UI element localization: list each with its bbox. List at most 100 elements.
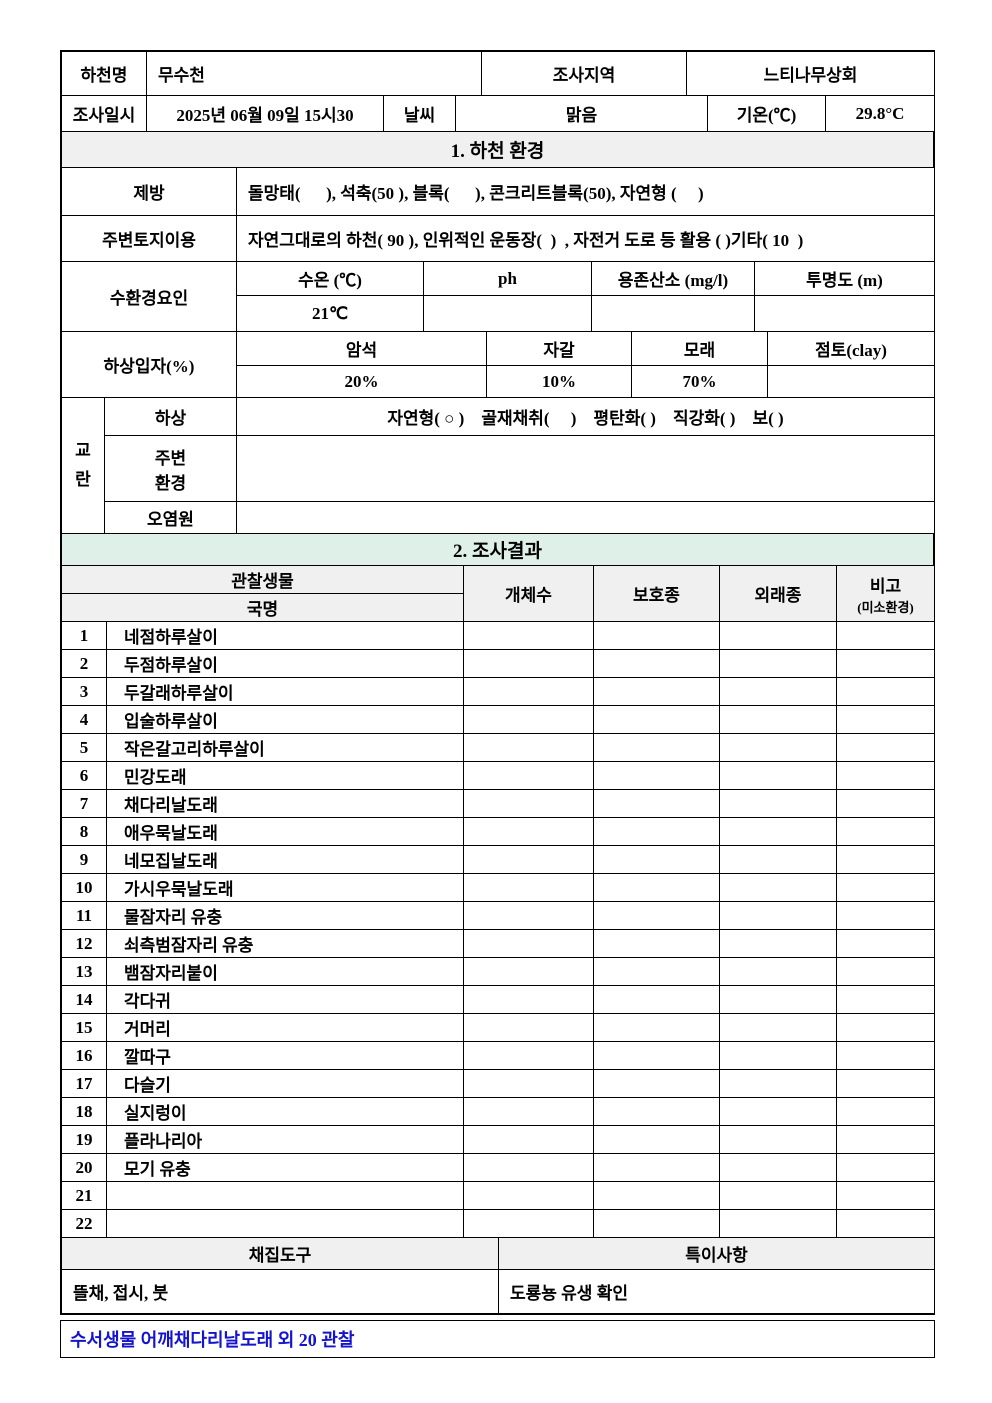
protected-cell [593,985,720,1014]
species-name: 채다리날도래 [106,789,464,818]
count-cell [463,677,594,706]
count-cell [463,845,594,874]
species-name: 쇠측범잠자리 유충 [106,929,464,958]
table-row: 15 거머리 [61,1013,935,1042]
bed-particles-table: 하상입자(%) 암석 자갈 모래 점토(clay) 20% 10% 70% [61,331,935,398]
note-cell [836,1041,935,1070]
count-cell [463,873,594,902]
species-name: 민강도래 [106,761,464,790]
table-row: 13 뱀잠자리붙이 [61,957,935,986]
protected-cell [593,1097,720,1126]
count-cell [463,985,594,1014]
disturbance-pollution-row: 오염원 [62,501,935,534]
note-header-title: 비고 [869,576,902,596]
species-name: 입술하루살이 [106,705,464,734]
section2-title: 2. 조사결과 [61,533,934,566]
water-factors-label: 수환경요인 [61,261,237,332]
row-number: 14 [61,985,107,1014]
section2-title-row: 2. 조사결과 [61,533,934,566]
row-number: 7 [61,789,107,818]
pollution-source-value [236,501,935,534]
row-number: 16 [61,1041,107,1070]
protected-cell [593,677,720,706]
invasive-cell [719,957,837,986]
disturbance-table: 교 란 하상 자연형( ○ ) 골재채취( ) 평탄화( ) 직강화( ) 보(… [61,397,935,534]
invasive-cell [719,1041,837,1070]
row-number: 20 [61,1153,107,1182]
invasive-cell [719,1209,837,1238]
disturbance-surroundings-row: 주변 환경 [62,435,935,502]
clay-value [767,365,935,398]
invasive-cell [719,1097,837,1126]
count-cell [463,1125,594,1154]
count-cell [463,705,594,734]
water-temp-header: 수온 (℃) [236,261,424,296]
table-row: 7 채다리날도래 [61,789,935,818]
row-number: 15 [61,1013,107,1042]
protected-cell [593,1181,720,1210]
header-table: 하천명 무수천 조사지역 느티나무상회 조사일시 2025년 06월 09일 1… [61,51,936,132]
table-row: 14 각다귀 [61,985,935,1014]
water-temp-value: 21℃ [236,295,424,332]
embankment-label: 제방 [61,167,237,216]
protected-cell [593,873,720,902]
row-number: 8 [61,817,107,846]
count-cell [463,929,594,958]
species-name [106,1209,464,1238]
species-name: 플라나리아 [106,1125,464,1154]
note-cell [836,789,935,818]
note-cell [836,705,935,734]
row-number: 22 [61,1209,107,1238]
row-number: 12 [61,929,107,958]
table-row: 17 다슬기 [61,1069,935,1098]
note-cell [836,873,935,902]
note-cell [836,985,935,1014]
land-use-row: 주변토지이용 자연그대로의 하천( 90 ), 인위적인 운동장( ) , 자전… [61,215,935,262]
count-cell [463,789,594,818]
note-cell [836,1209,935,1238]
ph-header: ph [423,261,592,296]
species-name: 두갈래하루살이 [106,677,464,706]
invasive-cell [719,845,837,874]
protected-cell [593,649,720,678]
species-name: 네점하루살이 [106,621,464,650]
protected-cell [593,901,720,930]
species-name: 각다귀 [106,985,464,1014]
row-number: 4 [61,705,107,734]
note-cell [836,929,935,958]
count-cell [463,901,594,930]
results-header-row1: 관찰생물 개체수 보호종 외래종 비고 (미소환경) [61,565,935,622]
note-cell [836,649,935,678]
count-cell [463,1097,594,1126]
note-cell [836,957,935,986]
table-row: 12 쇠측범잠자리 유충 [61,929,935,958]
invasive-cell [719,873,837,902]
species-name: 모기 유충 [106,1153,464,1182]
survey-area-value: 느티나무상회 [685,51,936,96]
protected-cell [593,1125,720,1154]
invasive-species-header: 외래종 [719,565,837,622]
protected-cell [593,1013,720,1042]
special-notes-header: 특이사항 [498,1237,935,1270]
table-row: 5 작은갈고리하루살이 [61,733,935,762]
table-row: 2 두점하루살이 [61,649,935,678]
row-number: 17 [61,1069,107,1098]
note-cell [836,761,935,790]
results-header-row2: 국명 [61,593,935,622]
sand-header: 모래 [631,331,768,366]
invasive-cell [719,1069,837,1098]
table-row: 18 실지렁이 [61,1097,935,1126]
protected-cell [593,705,720,734]
tools-notes-header-row: 채집도구 특이사항 [61,1237,935,1270]
protected-cell [593,1209,720,1238]
count-cell [463,1013,594,1042]
protected-cell [593,789,720,818]
collection-tools-value: 뜰채, 접시, 붓 [61,1269,499,1314]
protected-cell [593,621,720,650]
table-row: 10 가시우묵날도래 [61,873,935,902]
row-number: 13 [61,957,107,986]
bed-particles-header-row: 하상입자(%) 암석 자갈 모래 점토(clay) [61,331,935,398]
water-factors-table: 수환경요인 수온 (℃) ph 용존산소 (mg/l) 투명도 (m) 21℃ [61,261,935,332]
surroundings-label: 주변 환경 [104,435,237,502]
species-name: 가시우묵날도래 [106,873,464,902]
